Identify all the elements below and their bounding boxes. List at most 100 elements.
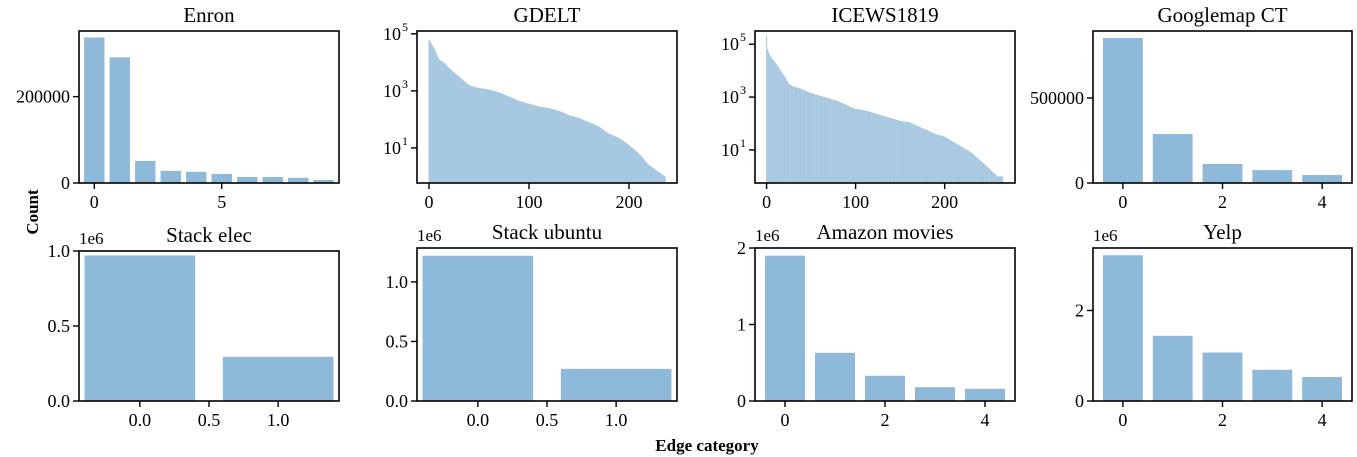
- bar: [646, 162, 648, 183]
- x-tick-label: 0.5: [198, 410, 221, 430]
- bar: [984, 164, 986, 183]
- bar: [881, 115, 883, 183]
- bar: [84, 255, 196, 401]
- bar: [222, 356, 334, 401]
- x-tick-label: 100: [516, 192, 543, 212]
- bar: [597, 126, 599, 183]
- bar: [590, 123, 592, 183]
- bar: [1102, 255, 1143, 401]
- bar: [773, 60, 775, 183]
- bar: [537, 106, 539, 183]
- bar: [979, 160, 981, 183]
- bar: [977, 158, 979, 183]
- bar: [842, 103, 844, 183]
- bar: [554, 109, 556, 183]
- bar: [84, 37, 105, 183]
- bar: [591, 123, 593, 183]
- bar: [825, 97, 827, 183]
- bar: [790, 84, 792, 183]
- bar: [560, 368, 672, 401]
- bar: [510, 97, 512, 183]
- bar: [884, 116, 886, 183]
- bar: [808, 92, 810, 183]
- y-tick-label: 1.0: [48, 241, 71, 261]
- bars: [422, 255, 672, 401]
- bar: [524, 102, 526, 183]
- bar: [620, 139, 622, 183]
- bar: [578, 117, 580, 183]
- bar: [914, 124, 916, 183]
- bar: [972, 154, 974, 183]
- bar: [445, 64, 447, 183]
- bar: [459, 77, 461, 183]
- bar: [484, 88, 486, 183]
- bar: [973, 154, 975, 183]
- bar: [479, 88, 481, 183]
- bar: [635, 151, 637, 183]
- y-tick-label: 10: [383, 24, 401, 44]
- bar: [834, 100, 836, 183]
- y-tick-label: 0.0: [386, 391, 409, 411]
- bar: [981, 162, 983, 183]
- bar: [568, 115, 570, 183]
- bar: [1000, 176, 1002, 183]
- bar: [885, 116, 887, 183]
- bar: [786, 80, 788, 183]
- bar: [980, 161, 982, 183]
- bar: [967, 150, 969, 183]
- bar: [994, 174, 997, 183]
- bar: [552, 109, 554, 183]
- subplot-googlemap-ct: Googlemap CT 0 2 4 0 500000: [1030, 3, 1353, 212]
- bar: [514, 99, 516, 183]
- y-tick-exponent: 3: [740, 83, 746, 97]
- x-tick-label: 1.0: [267, 410, 290, 430]
- bar: [662, 175, 664, 183]
- bars: [84, 37, 334, 183]
- bar: [858, 109, 860, 183]
- bar: [927, 130, 929, 183]
- bar: [952, 141, 954, 183]
- bar: [840, 102, 842, 183]
- bar: [262, 176, 283, 183]
- bar: [641, 157, 643, 183]
- bar: [549, 108, 551, 183]
- bar: [525, 102, 527, 183]
- bar: [778, 68, 780, 183]
- bar: [461, 79, 463, 183]
- subplot-stack-elec: Stack elec 0.0 0.5 1.0 0.0 0.5 1.0 1e6: [48, 223, 340, 430]
- bar: [475, 87, 477, 183]
- bar: [832, 99, 834, 183]
- bar: [983, 163, 985, 183]
- bar: [954, 143, 956, 183]
- bar: [915, 387, 955, 401]
- bar: [569, 115, 571, 183]
- bar: [926, 130, 928, 183]
- bar: [1302, 377, 1343, 401]
- bar: [787, 82, 789, 183]
- bar: [944, 136, 946, 183]
- bar: [186, 171, 207, 183]
- bar: [916, 125, 918, 183]
- bar: [777, 66, 779, 183]
- bar: [473, 86, 475, 183]
- bar: [642, 158, 644, 183]
- bar: [827, 98, 829, 183]
- bar: [997, 176, 999, 183]
- bar: [910, 122, 912, 183]
- bar: [520, 101, 522, 183]
- y-tick-label: 10: [383, 81, 401, 101]
- bar: [598, 126, 600, 183]
- bar: [782, 73, 784, 183]
- bar: [631, 147, 633, 183]
- bar: [570, 115, 572, 183]
- bar: [876, 114, 878, 183]
- bar: [610, 134, 612, 183]
- bar: [895, 119, 897, 183]
- bar: [987, 167, 989, 183]
- bar: [966, 149, 968, 183]
- bar: [595, 125, 597, 183]
- bar: [774, 61, 776, 183]
- bar: [639, 154, 641, 183]
- bars: [766, 36, 1004, 183]
